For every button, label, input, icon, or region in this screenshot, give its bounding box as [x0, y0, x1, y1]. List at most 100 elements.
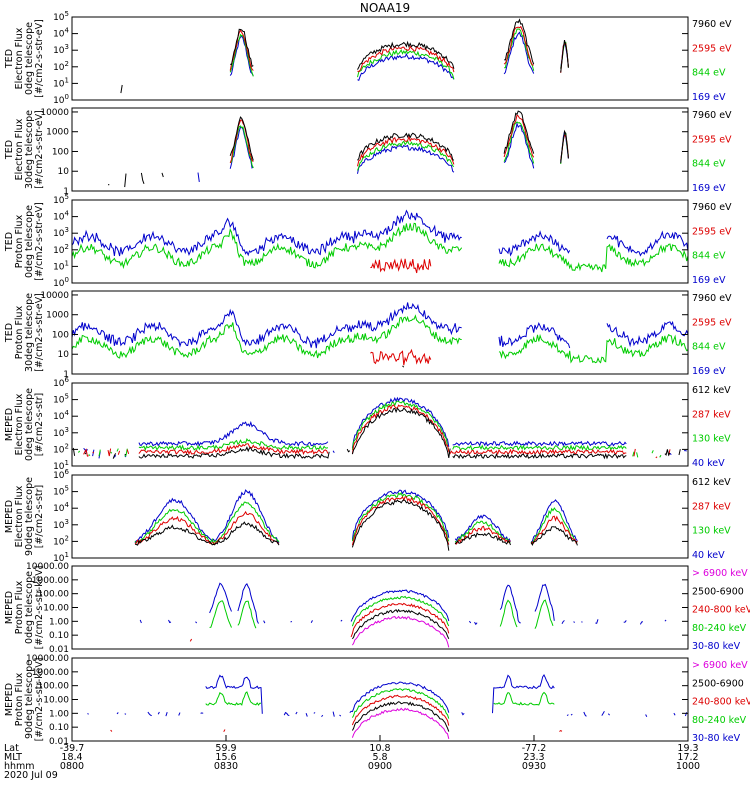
y-tick-label: 103: [53, 43, 69, 56]
x-tick-label: 0930: [522, 761, 546, 772]
y-tick-label: 1000: [46, 311, 69, 321]
legend-entry: 2500-6900: [692, 586, 744, 597]
x-tick-label: 0800: [60, 761, 84, 772]
series-2595-ev-line: [370, 348, 432, 366]
series-287-kev-line: [84, 405, 678, 458]
x-tick-label: -39.7: [60, 743, 85, 754]
x-tick-label: 1000: [676, 761, 700, 772]
legend-entry: 2595 eV: [692, 317, 732, 328]
series-844-ev-line: [230, 121, 569, 171]
y-tick-label: 100: [53, 93, 69, 106]
legend-entry: 7960 eV: [692, 19, 732, 30]
y-tick-label: 1000.00: [32, 576, 69, 586]
x-tick-label: 0830: [214, 761, 238, 772]
y-tick-label: 105: [53, 393, 69, 406]
legend-entry: 30-80 keV: [692, 733, 741, 744]
y-tick-exponent: 3: [65, 43, 69, 51]
series-30-80-kev-line: [87, 674, 688, 718]
panel-frame: [71, 474, 689, 559]
series-40-kev-line: [134, 489, 578, 544]
y-tick-label: 102: [53, 442, 69, 455]
y-tick-label: 105: [53, 10, 69, 23]
y-label-line: [#/cm2-s-str-eV]: [34, 293, 45, 372]
legend-entry: 169 eV: [692, 92, 726, 103]
series-130-kev-line: [78, 401, 680, 457]
y-axis-label: TED Electron Flux 30deg telescope [#/cm2-s-…: [4, 110, 45, 189]
y-tick-label: 0.01: [49, 737, 69, 747]
legend-entry: 2595 eV: [692, 43, 732, 54]
panel-frame: [71, 657, 689, 742]
y-tick-label: 10: [58, 167, 70, 177]
y-tick-exponent: 1: [65, 459, 69, 467]
legend-entry: 7960 eV: [692, 202, 732, 213]
y-tick-label: 104: [53, 27, 69, 40]
y-label-line: TED: [4, 140, 15, 160]
y-tick-label: 104: [53, 210, 69, 223]
y-tick-label: 100: [53, 276, 69, 289]
series-287-kev-line: [134, 495, 578, 546]
y-tick-exponent: 3: [65, 226, 69, 234]
legend-entry: 169 eV: [692, 366, 726, 377]
legend-entry: 844 eV: [692, 251, 726, 262]
legend-entry: 169 eV: [692, 183, 726, 194]
series-7960-ev-line: [107, 110, 569, 188]
y-tick-label: 10: [58, 350, 70, 360]
legend-entry: 844 eV: [692, 68, 726, 79]
series-612-kev-line: [134, 499, 578, 551]
legend-entry: 40 keV: [692, 550, 725, 561]
y-label-line: Proton Flux: [14, 580, 25, 634]
y-tick-label: 100: [52, 330, 69, 340]
y-axis-label: MEPED Electron Flux 90deg telescope [#/cm2-…: [4, 477, 45, 556]
y-tick-exponent: 2: [65, 442, 69, 450]
y-tick-label: 102: [53, 60, 69, 73]
y-tick-exponent: 5: [65, 10, 69, 18]
y-tick-exponent: 2: [65, 243, 69, 251]
y-tick-label: 1.00: [49, 709, 69, 719]
y-tick-exponent: 5: [65, 193, 69, 201]
y-label-line: Proton Flux: [14, 672, 25, 726]
panel-frame: [71, 16, 689, 101]
y-tick-label: 0.01: [49, 645, 69, 655]
series-169-ev-line: [229, 31, 569, 81]
legend-entry: 2595 eV: [692, 226, 732, 237]
series-7960-ev-line: [402, 365, 405, 368]
x-tick-label: 19.3: [677, 743, 698, 754]
series-844-ev-line: [71, 314, 689, 364]
y-tick-label: 10000: [40, 108, 69, 118]
legend-entry: 287 keV: [692, 409, 731, 420]
y-label-line: [#/cm2-s-str-eV]: [34, 110, 45, 189]
legend-entry: 2595 eV: [692, 134, 732, 145]
series-240-800-kev-line: [190, 603, 675, 641]
y-tick-exponent: 1: [65, 76, 69, 84]
y-label-line: [#/cm2-s-str]: [34, 485, 45, 548]
series-80-240-kev-line: [209, 595, 554, 629]
series-80-240-kev-line: [205, 688, 555, 719]
panel-7: 0.010.101.0010.00100.001000.0010000.00ME…: [4, 562, 750, 655]
y-tick-label: 103: [53, 426, 69, 439]
y-tick-exponent: 4: [65, 501, 70, 509]
legend-entry: 30-80 keV: [692, 641, 741, 652]
y-label-line: MEPED: [4, 591, 15, 624]
series--6900-kev-line: [351, 615, 450, 648]
series-2500-6900-line: [351, 608, 450, 640]
x-tick-label: 18.4: [61, 752, 82, 763]
y-tick-exponent: 1: [65, 259, 69, 267]
legend-entry: 844 eV: [692, 342, 726, 353]
panel-frame: [71, 107, 689, 192]
y-tick-label: 1: [63, 187, 69, 197]
y-label-line: 30deg telescope: [24, 110, 35, 189]
y-tick-exponent: 6: [65, 468, 70, 476]
y-tick-exponent: 0: [65, 93, 69, 101]
y-tick-label: 10000: [40, 291, 69, 301]
y-tick-label: 101: [53, 259, 69, 272]
x-tick-label: -77.2: [522, 743, 547, 754]
y-label-line: MEPED: [4, 408, 15, 441]
x-axis-labels: Lat -39.7 59.9 10.8 -77.2 19.3 MLT 18.4 15.6 5.8 2…: [4, 735, 700, 781]
legend-entry: 240-800 keV: [692, 697, 750, 708]
x-row-label: Lat: [4, 743, 19, 754]
legend-entry: 612 keV: [692, 477, 731, 488]
legend-entry: 80-240 keV: [692, 715, 747, 726]
y-tick-label: 102: [53, 534, 69, 547]
